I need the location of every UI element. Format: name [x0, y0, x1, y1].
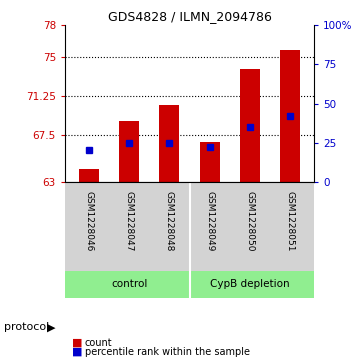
Text: GSM1228046: GSM1228046	[84, 191, 93, 251]
Bar	[190, 271, 314, 298]
Bar	[119, 121, 139, 182]
Text: ▶: ▶	[47, 322, 56, 333]
Text: GSM1228047: GSM1228047	[125, 191, 134, 251]
Text: protocol: protocol	[4, 322, 49, 332]
Text: ■: ■	[72, 338, 83, 348]
Bar	[240, 69, 260, 182]
Text: ■: ■	[72, 347, 83, 357]
Bar	[280, 50, 300, 182]
Text: percentile rank within the sample: percentile rank within the sample	[85, 347, 250, 357]
Bar	[65, 271, 190, 298]
Text: GSM1228051: GSM1228051	[286, 191, 295, 251]
Text: GSM1228049: GSM1228049	[205, 191, 214, 251]
Bar	[160, 105, 179, 182]
Text: count: count	[85, 338, 113, 348]
Text: GSM1228050: GSM1228050	[245, 191, 254, 251]
Text: control: control	[111, 279, 147, 289]
Title: GDS4828 / ILMN_2094786: GDS4828 / ILMN_2094786	[108, 10, 271, 23]
Text: CypB depletion: CypB depletion	[210, 279, 290, 289]
Text: GSM1228048: GSM1228048	[165, 191, 174, 251]
Bar	[79, 169, 99, 182]
Bar	[200, 142, 219, 182]
